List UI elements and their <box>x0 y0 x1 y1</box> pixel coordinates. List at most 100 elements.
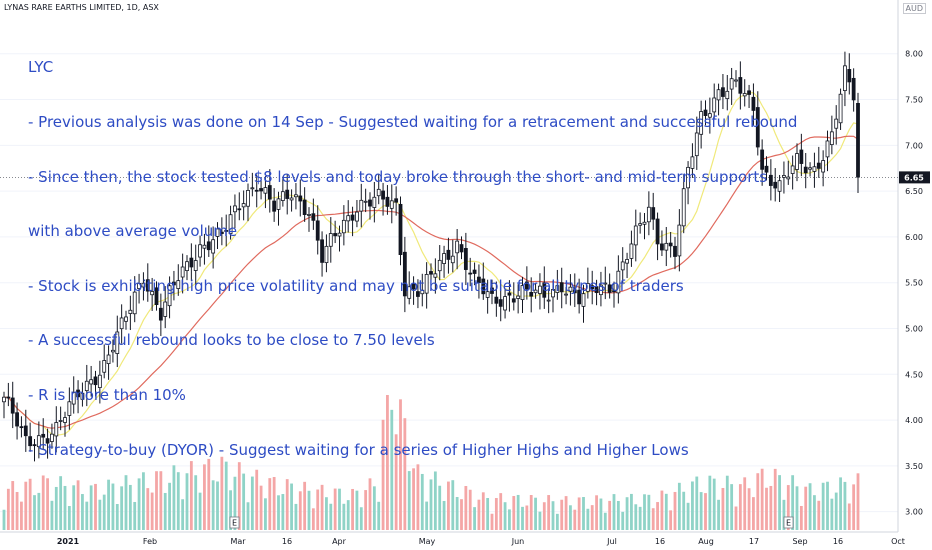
candle-body <box>686 166 690 189</box>
candle-body <box>6 396 11 399</box>
volume-bar <box>85 501 89 530</box>
volume-bar <box>638 506 642 530</box>
candle-body <box>546 299 551 302</box>
candle-body <box>555 285 560 293</box>
candle-body <box>703 109 708 116</box>
volume-bar <box>54 486 58 530</box>
candle-body <box>263 187 268 194</box>
candle-body <box>664 242 669 251</box>
candle-body <box>790 165 795 174</box>
volume-bar <box>634 504 638 530</box>
volume-bar <box>429 479 433 530</box>
x-tick-label: Jun <box>511 537 525 546</box>
volume-bar <box>277 495 280 530</box>
volume-bar <box>107 479 110 530</box>
volume-bar <box>599 498 603 530</box>
candle-body <box>742 93 747 97</box>
volume-bar <box>486 498 490 530</box>
volume-bar <box>551 501 555 530</box>
volume-bar <box>560 499 564 530</box>
candle-body <box>808 167 812 170</box>
candle-body <box>219 231 224 234</box>
volume-bar <box>15 491 19 530</box>
volume-bar <box>730 484 734 530</box>
y-tick-label: 6.50 <box>905 187 923 196</box>
candle-body <box>551 289 555 298</box>
volume-bar <box>298 491 302 530</box>
x-tick-label: Jul <box>606 537 617 546</box>
volume-bar <box>390 409 394 530</box>
candle-body <box>389 200 394 209</box>
volume-bar <box>11 481 15 530</box>
candle-body <box>280 191 285 201</box>
volume-bar <box>821 482 825 530</box>
candle-body <box>311 213 316 221</box>
symbol-title[interactable]: LYNAS RARE EARTHS LIMITED, 1D, ASX <box>4 3 159 12</box>
y-tick-label: 3.00 <box>905 508 923 517</box>
volume-bar <box>712 478 716 530</box>
volume-bar <box>795 486 799 530</box>
y-tick-label: 4.00 <box>905 416 923 425</box>
volume-bar <box>372 486 376 530</box>
candle-body <box>167 285 172 307</box>
volume-bar <box>294 503 298 530</box>
volume-bar <box>769 485 773 530</box>
volume-bar <box>163 492 167 530</box>
candle-body <box>655 218 660 245</box>
volume-bar <box>433 471 437 530</box>
candle-body <box>795 153 799 170</box>
candle-body <box>189 257 194 268</box>
candle-body <box>437 259 442 272</box>
candle-body <box>132 291 137 315</box>
volume-bar <box>499 493 503 530</box>
candle-body <box>2 396 6 403</box>
y-tick-label: 3.50 <box>905 462 923 471</box>
candle-body <box>607 284 612 293</box>
volume-bar <box>603 512 607 530</box>
volume-bar <box>582 497 585 530</box>
candle-body <box>315 220 320 241</box>
volume-bar <box>67 506 71 530</box>
volume-bar <box>752 497 755 530</box>
volume-bar <box>377 501 381 530</box>
volume-bar <box>194 475 198 530</box>
candle-body <box>106 354 111 364</box>
candle-body <box>847 69 852 83</box>
volume-bar <box>643 494 646 530</box>
volume-bar <box>307 490 311 530</box>
candle-body <box>80 392 85 400</box>
candle-body <box>93 376 98 386</box>
volume-bar <box>756 473 760 530</box>
candle-body <box>411 283 416 290</box>
volume-bar <box>150 492 154 530</box>
volume-bar <box>216 481 219 530</box>
volume-bar <box>255 469 259 530</box>
volume-bar <box>447 481 450 530</box>
volume-bar <box>725 475 729 530</box>
candle-body <box>233 205 237 213</box>
note-line: - Strategy-to-buy (DYOR) - Suggest waiti… <box>28 440 689 459</box>
volume-bar <box>412 468 415 530</box>
candle-body <box>307 214 311 216</box>
candle-body <box>176 280 181 289</box>
volume-bar <box>664 493 668 530</box>
volume-bar <box>233 476 237 530</box>
volume-bar <box>538 511 542 530</box>
volume-bar <box>346 500 350 530</box>
last-price-value: 6.65 <box>904 173 924 182</box>
x-tick-label: 16 <box>833 537 843 546</box>
candle-body <box>341 219 346 234</box>
candle-body <box>851 77 856 101</box>
x-tick-label: May <box>419 537 436 546</box>
volume-bar <box>616 500 620 530</box>
volume-bar <box>590 505 594 530</box>
volume-bar <box>316 489 320 530</box>
volume-bar <box>229 490 232 530</box>
candle-body <box>777 180 782 192</box>
volume-bar <box>342 503 346 530</box>
candle-body <box>145 279 150 292</box>
volume-bar <box>743 477 747 530</box>
candle-body <box>124 316 128 322</box>
y-tick-label: 5.00 <box>905 325 923 334</box>
